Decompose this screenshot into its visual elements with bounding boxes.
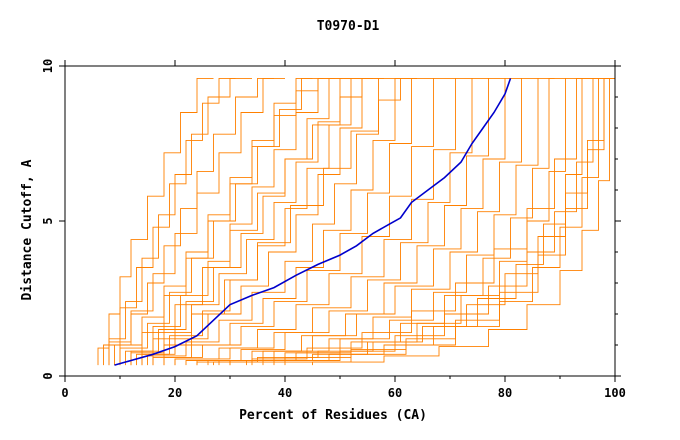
chart-title: T0970-D1 [317,19,380,34]
background-series-line [130,77,351,366]
background-series-line [312,77,615,366]
background-series-line [262,77,599,366]
background-series-line [218,77,538,366]
background-series-group [97,77,615,366]
background-series-line [125,77,340,366]
y-axis-ticks: 0 5 10 [41,59,621,380]
background-series-line [273,77,604,366]
x-tick-label: 80 [498,386,512,400]
background-series-line [229,77,555,366]
background-series-line [207,77,522,366]
background-series-line [251,77,593,366]
x-axis-label: Percent of Residues (CA) [239,408,427,423]
background-series-line [229,77,566,366]
background-series-line [185,77,489,366]
background-series-line [174,77,456,366]
background-series-line [196,77,505,366]
x-tick-label: 60 [388,386,402,400]
background-series-line [130,77,362,366]
background-series-line [119,77,324,366]
highlight-series-group [114,78,512,366]
background-series-line [163,77,417,366]
y-axis-label: Distance Cutoff, A [20,159,35,300]
background-series-line [152,77,379,366]
background-series-line [141,77,335,366]
background-series-line [114,77,285,366]
x-tick-label: 0 [61,386,68,400]
background-series-line [196,77,615,366]
x-tick-label: 40 [278,386,292,400]
y-tick-label: 5 [41,217,55,224]
x-tick-label: 20 [168,386,182,400]
highlight-series-line [114,78,512,366]
background-series-line [97,77,214,366]
y-tick-label: 0 [41,372,55,379]
x-axis-ticks: 0 20 40 60 80 100 [61,60,626,400]
x-tick-label: 100 [604,386,626,400]
background-series-line [119,77,313,366]
background-series-line [174,77,472,366]
y-tick-label: 10 [41,59,55,73]
background-series-line [246,77,582,366]
background-series-line [108,77,252,366]
